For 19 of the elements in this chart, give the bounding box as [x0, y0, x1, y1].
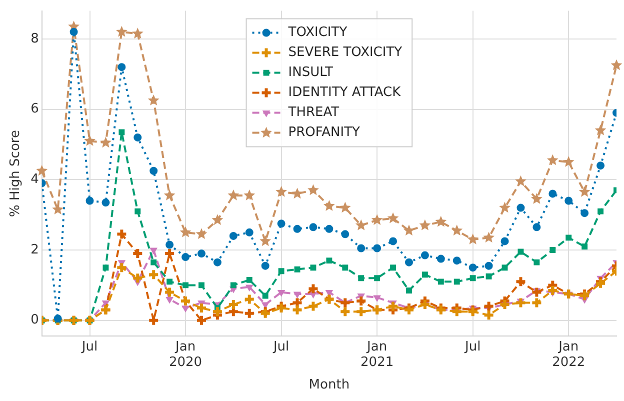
legend-label: INSULT [288, 65, 334, 80]
x-tick-label: Jul [272, 339, 290, 354]
y-tick-label: 6 [30, 102, 39, 117]
legend-label: SEVERE TOXICITY [288, 45, 402, 60]
legend-label: PROFANITY [288, 125, 360, 140]
x-tick-label: Jul [80, 339, 98, 354]
y-tick-label: 0 [30, 312, 39, 328]
y-axis-title: % High Score [8, 130, 24, 217]
x-tick-label: Jan 2020 [168, 339, 202, 370]
x-tick-label: Jan 2022 [552, 339, 586, 370]
y-tick-label: 2 [30, 242, 39, 258]
x-tick-label: Jul [464, 339, 481, 354]
y-tick-label: 4 [30, 172, 39, 188]
legend-label: TOXICITY [287, 25, 348, 40]
y-tick-label: 8 [30, 31, 39, 46]
x-tick-label: Jan 2021 [360, 339, 394, 370]
legend-label: IDENTITY ATTACK [288, 85, 402, 100]
x-axis-title: Month [308, 378, 350, 393]
legend-label: THREAT [287, 105, 340, 120]
